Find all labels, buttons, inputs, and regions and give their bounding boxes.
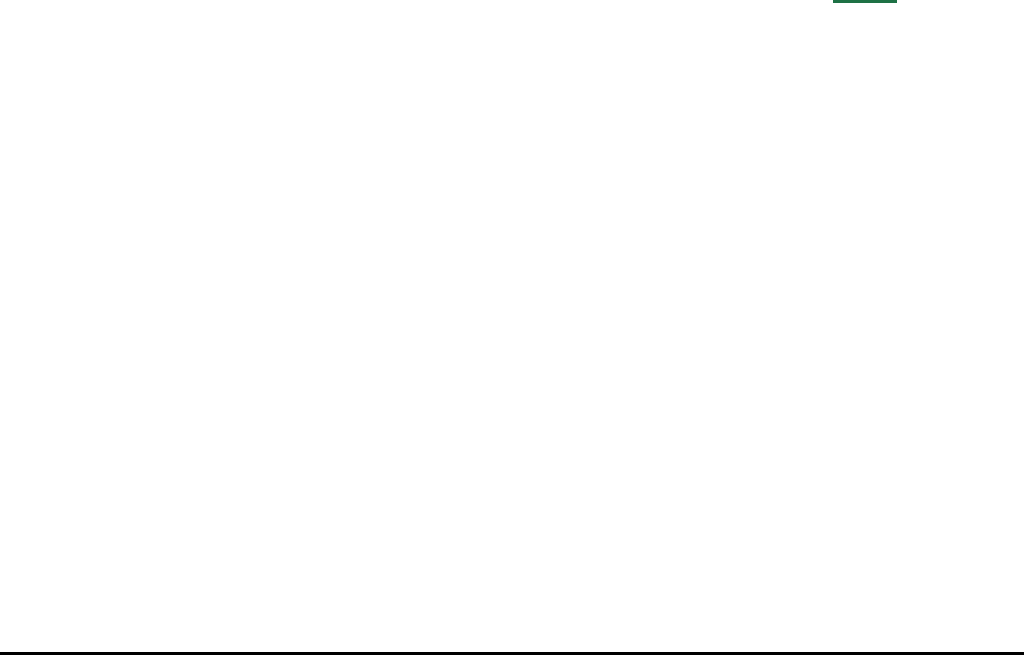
title-row (0, 0, 1024, 38)
bottom-border (0, 652, 1024, 655)
data-grid (0, 38, 1024, 652)
selection-strip (833, 0, 897, 3)
